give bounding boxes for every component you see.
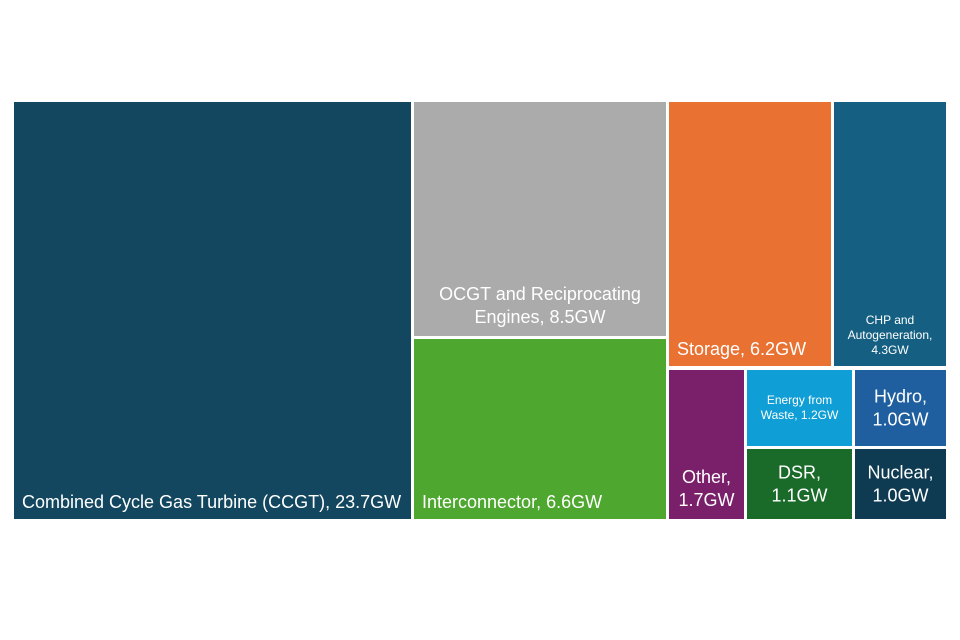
tile-storage: Storage, 6.2GW (669, 102, 831, 366)
tile-interconnector: Interconnector, 6.6GW (414, 339, 666, 519)
tile-hydro: Hydro, 1.0GW (855, 370, 946, 446)
tile-energy-from-waste: Energy from Waste, 1.2GW (747, 370, 852, 446)
tile-ocgt: OCGT and Reciprocating Engines, 8.5GW (414, 102, 666, 336)
tile-label: Nuclear, 1.0GW (867, 462, 934, 506)
tile-label: Hydro, 1.0GW (872, 386, 929, 430)
tile-label: OCGT and Reciprocating Engines, 8.5GW (439, 284, 641, 327)
tile-label: Energy from Waste, 1.2GW (760, 393, 839, 422)
tile-dsr: DSR, 1.1GW (747, 449, 852, 519)
tile-label: CHP and Autogeneration, 4.3GW (847, 313, 933, 357)
tile-ccgt: Combined Cycle Gas Turbine (CCGT), 23.7G… (14, 102, 411, 519)
tile-chp: CHP and Autogeneration, 4.3GW (834, 102, 946, 366)
tile-label: Other, 1.7GW (678, 467, 735, 510)
tile-label: DSR, 1.1GW (771, 462, 828, 506)
tile-label: Combined Cycle Gas Turbine (CCGT), 23.7G… (22, 491, 402, 512)
tile-nuclear: Nuclear, 1.0GW (855, 449, 946, 519)
tile-label: Storage, 6.2GW (677, 338, 807, 359)
tile-label: Interconnector, 6.6GW (422, 491, 603, 512)
tile-other: Other, 1.7GW (669, 370, 744, 519)
